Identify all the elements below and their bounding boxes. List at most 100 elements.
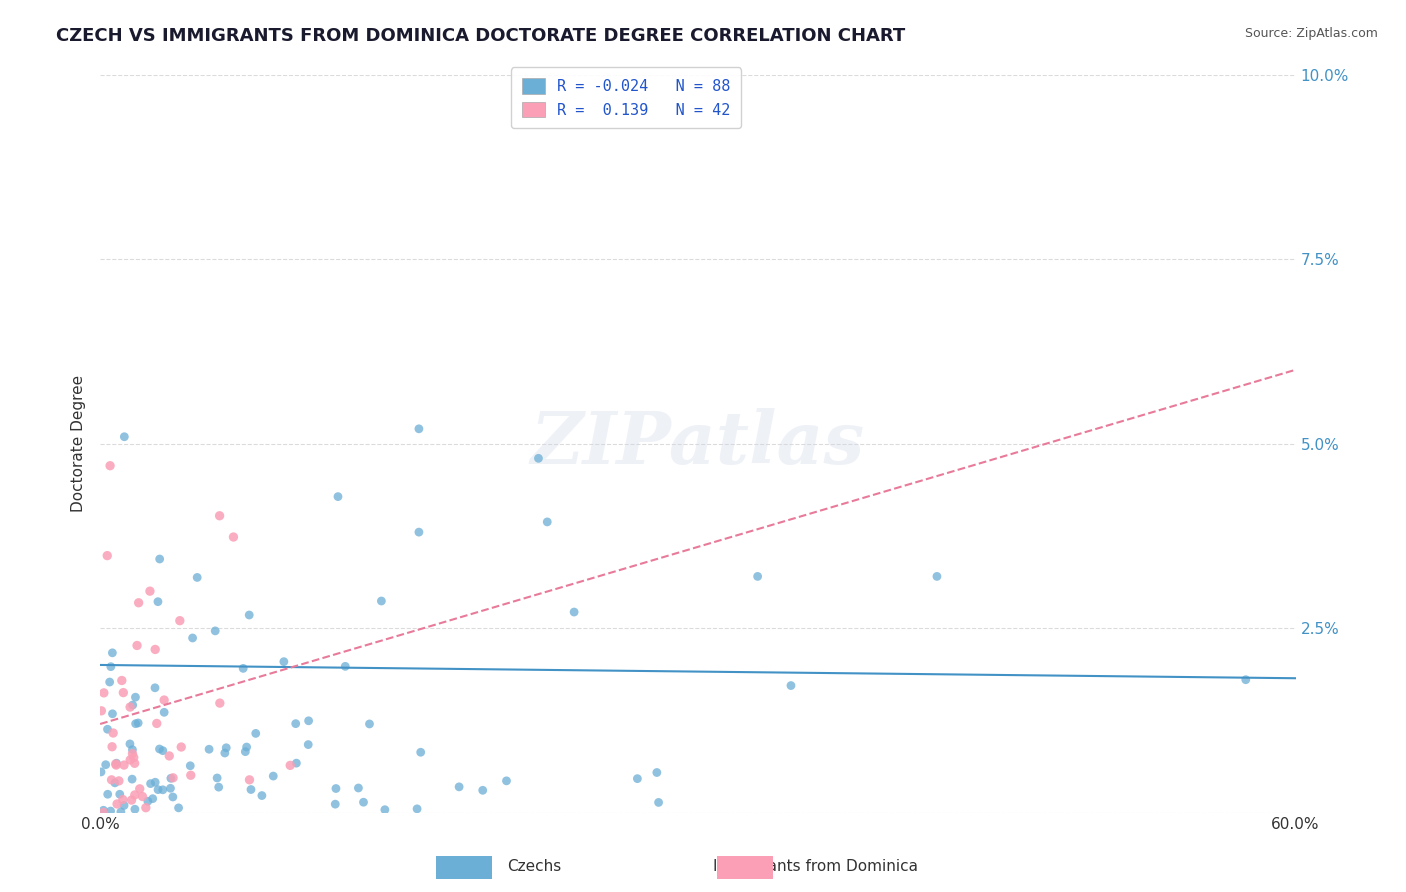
Point xyxy=(98,458,121,473)
Point xyxy=(143,642,166,657)
Point xyxy=(139,776,162,790)
Point xyxy=(121,698,143,712)
Point xyxy=(121,793,143,807)
Point xyxy=(449,780,471,794)
Point xyxy=(128,781,150,796)
Point xyxy=(170,739,193,754)
Point xyxy=(232,661,254,675)
Point xyxy=(148,742,170,756)
Point xyxy=(143,775,166,789)
Point xyxy=(495,773,517,788)
Point xyxy=(120,753,142,767)
Point xyxy=(124,802,146,816)
Point xyxy=(325,781,347,796)
Point xyxy=(162,789,184,804)
Point xyxy=(101,739,124,754)
Point xyxy=(370,594,392,608)
Point xyxy=(98,675,121,690)
Point xyxy=(335,659,357,673)
Point xyxy=(238,607,260,622)
Point xyxy=(925,569,948,583)
Point xyxy=(104,776,127,790)
Point xyxy=(471,783,494,797)
Point xyxy=(108,773,131,788)
Point xyxy=(111,673,134,688)
Point xyxy=(128,596,150,610)
Text: CZECH VS IMMIGRANTS FROM DOMINICA DOCTORATE DEGREE CORRELATION CHART: CZECH VS IMMIGRANTS FROM DOMINICA DOCTOR… xyxy=(56,27,905,45)
Point xyxy=(124,756,146,771)
Point xyxy=(96,549,118,563)
Point xyxy=(101,646,124,660)
Point xyxy=(527,451,550,466)
Point xyxy=(124,690,146,705)
Point xyxy=(186,570,208,584)
Point xyxy=(235,739,257,754)
Point xyxy=(240,782,263,797)
Point xyxy=(297,714,319,728)
Point xyxy=(647,796,669,810)
Point xyxy=(645,765,668,780)
Point xyxy=(111,792,134,806)
Point xyxy=(284,716,307,731)
Point xyxy=(105,756,128,771)
Point xyxy=(101,726,124,740)
Point xyxy=(100,659,122,673)
Point xyxy=(127,715,149,730)
Point xyxy=(142,791,165,805)
Point xyxy=(179,758,201,772)
Point xyxy=(408,422,430,436)
Point xyxy=(214,746,236,760)
Point xyxy=(110,805,132,819)
Point xyxy=(285,756,308,771)
Point xyxy=(160,772,183,786)
Point xyxy=(205,771,228,785)
Point xyxy=(94,757,117,772)
Point xyxy=(204,624,226,638)
Point xyxy=(97,787,120,801)
Point xyxy=(238,772,260,787)
Point xyxy=(181,631,204,645)
Point xyxy=(112,798,135,813)
Point xyxy=(347,780,370,795)
Point xyxy=(131,789,153,804)
Point xyxy=(409,745,432,759)
Point xyxy=(121,772,143,786)
Point xyxy=(120,700,142,714)
Point xyxy=(143,681,166,695)
Point xyxy=(146,782,169,797)
Y-axis label: Doctorate Degree: Doctorate Degree xyxy=(72,375,86,512)
Point xyxy=(101,706,124,721)
Point xyxy=(112,685,135,699)
Point xyxy=(780,679,803,693)
Point xyxy=(90,704,112,718)
Point xyxy=(153,706,176,720)
Point xyxy=(135,800,157,814)
Point xyxy=(105,797,128,811)
Point xyxy=(118,737,141,751)
Point xyxy=(245,726,267,740)
Point xyxy=(122,750,145,764)
Text: Czechs: Czechs xyxy=(508,859,561,874)
Point xyxy=(104,756,127,771)
Point xyxy=(208,508,231,523)
Point xyxy=(152,782,174,797)
Point xyxy=(353,795,375,809)
Point xyxy=(93,805,115,820)
Point xyxy=(149,552,172,566)
Point xyxy=(153,693,176,707)
Point xyxy=(233,745,256,759)
Point xyxy=(146,595,169,609)
Point xyxy=(323,797,346,812)
Point xyxy=(125,639,148,653)
Point xyxy=(90,764,112,779)
Point xyxy=(359,717,381,731)
Point xyxy=(408,525,430,540)
Point xyxy=(108,787,131,801)
Point xyxy=(180,768,202,782)
Point xyxy=(747,569,769,583)
Point xyxy=(1234,673,1257,687)
Text: ZIPatlas: ZIPatlas xyxy=(531,408,865,479)
Point xyxy=(162,771,184,785)
Point xyxy=(297,738,319,752)
Point xyxy=(536,515,558,529)
